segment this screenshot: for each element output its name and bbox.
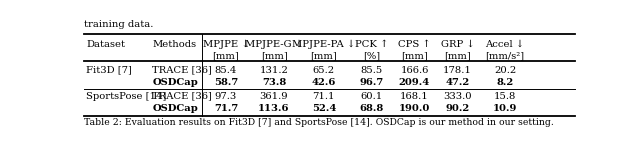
Text: 97.3: 97.3 [215,92,237,101]
Text: 60.1: 60.1 [360,92,382,101]
Text: PCK ↑: PCK ↑ [355,40,388,49]
Text: TRACE [36]: TRACE [36] [152,92,212,101]
Text: 52.4: 52.4 [312,104,336,113]
Text: 10.9: 10.9 [493,104,517,113]
Text: 168.1: 168.1 [400,92,429,101]
Text: 131.2: 131.2 [260,66,289,75]
Text: training data.: training data. [84,20,154,29]
Text: 71.7: 71.7 [214,104,238,113]
Text: OSDCap: OSDCap [152,104,198,113]
Text: [mm]: [mm] [401,51,428,60]
Text: Fit3D [7]: Fit3D [7] [86,66,132,75]
Text: TRACE [36]: TRACE [36] [152,66,212,75]
Text: 20.2: 20.2 [494,66,516,75]
Text: 15.8: 15.8 [494,92,516,101]
Text: Accel ↓: Accel ↓ [486,40,525,49]
Text: 361.9: 361.9 [260,92,288,101]
Text: 68.8: 68.8 [359,104,383,113]
Text: OSDCap: OSDCap [152,78,198,87]
Text: 178.1: 178.1 [444,66,472,75]
Text: 42.6: 42.6 [312,78,336,87]
Text: SportsPose [14]: SportsPose [14] [86,92,166,101]
Text: 65.2: 65.2 [313,66,335,75]
Text: CPS ↑: CPS ↑ [398,40,431,49]
Text: 73.8: 73.8 [262,78,286,87]
Text: [mm/s²]: [mm/s²] [486,51,525,60]
Text: Table 2: Evaluation results on Fit3D [7] and SportsPose [14]. OSDCap is our meth: Table 2: Evaluation results on Fit3D [7]… [84,118,554,127]
Text: 113.6: 113.6 [259,104,290,113]
Text: 85.4: 85.4 [214,66,237,75]
Text: [mm]: [mm] [444,51,471,60]
Text: MPJPE-G ↓: MPJPE-G ↓ [245,40,303,49]
Text: 90.2: 90.2 [445,104,470,113]
Text: [%]: [%] [363,51,380,60]
Text: Dataset: Dataset [86,40,125,49]
Text: MPJPE ↓: MPJPE ↓ [203,40,249,49]
Text: 166.6: 166.6 [400,66,429,75]
Text: 71.1: 71.1 [312,92,335,101]
Text: 333.0: 333.0 [444,92,472,101]
Text: [mm]: [mm] [310,51,337,60]
Text: MPJPE-PA ↓: MPJPE-PA ↓ [292,40,355,49]
Text: 96.7: 96.7 [359,78,383,87]
Text: 47.2: 47.2 [445,78,470,87]
Text: 190.0: 190.0 [399,104,430,113]
Text: Methods: Methods [152,40,196,49]
Text: 8.2: 8.2 [497,78,514,87]
Text: GRP ↓: GRP ↓ [441,40,474,49]
Text: 58.7: 58.7 [214,78,238,87]
Text: [mm]: [mm] [260,51,287,60]
Text: [mm]: [mm] [212,51,239,60]
Text: 209.4: 209.4 [399,78,430,87]
Text: 85.5: 85.5 [360,66,382,75]
